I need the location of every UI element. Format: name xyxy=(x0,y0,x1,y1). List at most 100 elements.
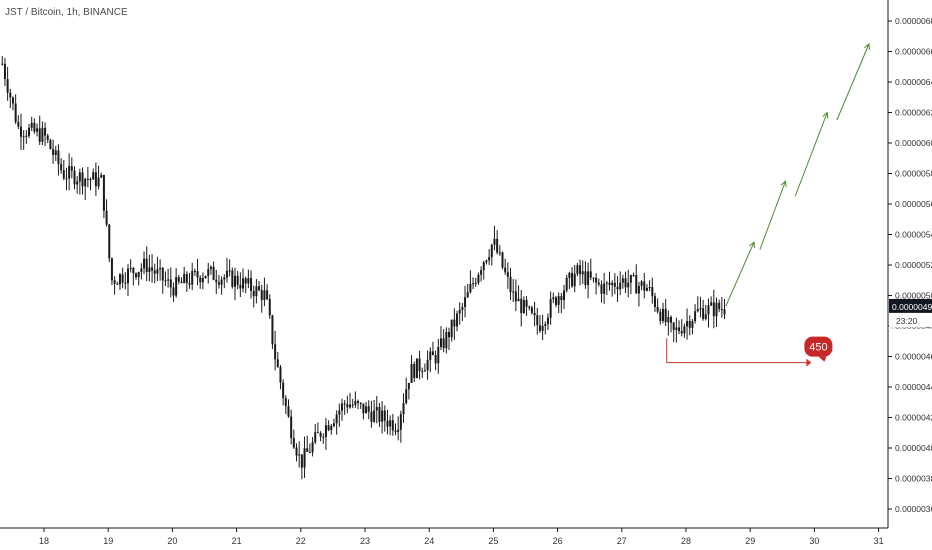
candle-body xyxy=(33,123,35,132)
candle-body xyxy=(392,420,394,430)
candle-body xyxy=(41,128,43,142)
candle-body xyxy=(140,268,142,272)
candle-body xyxy=(63,170,65,178)
candle-body xyxy=(229,270,231,271)
drawings-layer[interactable]: 450 xyxy=(667,44,870,367)
candle-body xyxy=(258,286,260,290)
candle-body xyxy=(119,274,121,284)
candle-body xyxy=(625,278,627,287)
candle-body xyxy=(124,283,126,284)
candle-body xyxy=(496,239,498,253)
time-tick-label: 18 xyxy=(39,536,49,546)
candle-body xyxy=(52,149,54,155)
target-badge-label: 450 xyxy=(809,342,827,354)
candle-body xyxy=(373,411,375,422)
projection-leg xyxy=(837,44,869,120)
candle-body xyxy=(411,364,413,383)
candle-body xyxy=(84,179,86,186)
price-tick-label: 0.00000400 xyxy=(895,443,932,453)
candle-body xyxy=(475,283,477,284)
candle-body xyxy=(175,277,177,295)
candle-body xyxy=(180,282,182,283)
candle-body xyxy=(205,276,207,278)
candle-body xyxy=(279,367,281,382)
candle-body xyxy=(526,300,528,307)
candle-body xyxy=(360,403,362,404)
candle-body xyxy=(298,454,300,455)
candle-body xyxy=(467,292,469,297)
candle-body xyxy=(148,267,150,272)
candle-body xyxy=(143,259,145,269)
candle-body xyxy=(416,358,418,378)
time-tick-label: 31 xyxy=(874,536,884,546)
candle-body xyxy=(560,296,562,300)
candle-body xyxy=(378,407,380,422)
candle-body xyxy=(68,166,70,178)
candle-body xyxy=(563,291,565,301)
candle-body xyxy=(25,136,27,137)
candle-body xyxy=(79,172,81,181)
candle-body xyxy=(146,259,148,272)
candle-body xyxy=(673,323,675,330)
candle-body xyxy=(633,275,635,276)
candle-body xyxy=(694,311,696,321)
candle-body xyxy=(405,389,407,403)
candle-body xyxy=(389,420,391,426)
candle-body xyxy=(60,164,62,170)
candle-body xyxy=(443,338,445,348)
candle-body xyxy=(451,320,453,338)
candle-body xyxy=(100,175,102,178)
time-tick-label: 19 xyxy=(103,536,113,546)
candle-body xyxy=(552,297,554,299)
candle-body xyxy=(132,268,134,273)
candle-body xyxy=(352,405,354,406)
candle-body xyxy=(403,403,405,414)
price-tick-label: 0.00000380 xyxy=(895,474,932,484)
time-tick-label: 20 xyxy=(167,536,177,546)
candle-body xyxy=(293,438,295,447)
candle-body xyxy=(344,404,346,405)
candle-body xyxy=(421,371,423,372)
candle-body xyxy=(242,278,244,288)
candle-body xyxy=(266,290,268,299)
candle-body xyxy=(191,271,193,285)
candle-body xyxy=(336,415,338,424)
candle-body xyxy=(507,272,509,277)
candle-body xyxy=(65,178,67,179)
candles-layer xyxy=(1,56,725,479)
candle-body xyxy=(1,64,3,65)
candle-body xyxy=(555,297,557,304)
candle-body xyxy=(707,305,709,314)
candle-body xyxy=(587,271,589,285)
candle-body xyxy=(199,277,201,282)
candle-body xyxy=(255,286,257,296)
candle-body xyxy=(164,280,166,281)
time-axis[interactable]: 1819202122232425262728293031 xyxy=(0,528,888,546)
candle-body xyxy=(285,398,287,406)
candle-body xyxy=(432,351,434,355)
projection-leg xyxy=(760,181,786,250)
candle-body xyxy=(154,271,156,274)
candle-body xyxy=(491,245,493,257)
candle-body xyxy=(20,127,22,137)
candle-body xyxy=(106,211,108,225)
candle-body xyxy=(57,150,59,164)
candle-body xyxy=(202,278,204,282)
projection-leg xyxy=(795,113,827,197)
candle-body xyxy=(309,452,311,453)
candle-body xyxy=(464,297,466,307)
candle-body xyxy=(370,412,372,422)
candle-body xyxy=(207,269,209,276)
candle-body xyxy=(670,317,672,323)
candle-body xyxy=(480,270,482,275)
candle-body xyxy=(576,265,578,273)
candle-body xyxy=(683,326,685,333)
candle-body xyxy=(437,347,439,363)
candle-body xyxy=(7,79,9,93)
candle-body xyxy=(461,307,463,310)
candle-body xyxy=(322,437,324,438)
candle-body xyxy=(472,283,474,284)
projection-leg xyxy=(726,242,754,306)
price-axis[interactable]: 0.000006800.000006600.000006400.00000620… xyxy=(888,0,932,528)
